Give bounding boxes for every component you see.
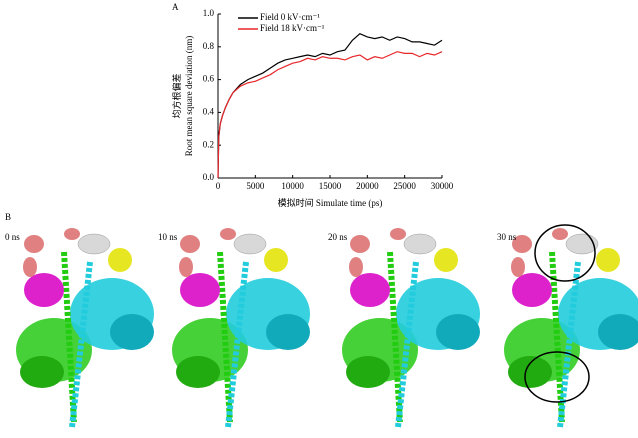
y-tick-label: 0.6 xyxy=(203,74,215,84)
y-tick-label: 1.0 xyxy=(203,8,215,18)
panel-label: B xyxy=(5,212,11,222)
series-line xyxy=(217,32,443,179)
highlight-circle xyxy=(534,224,596,282)
time-label: 0 ns xyxy=(5,232,20,242)
x-tick-label: 25000 xyxy=(393,181,416,191)
x-tick-label: 10000 xyxy=(281,181,304,191)
series-line xyxy=(217,51,443,179)
x-axis-label: 模拟时间 Simulate time (ps) xyxy=(278,197,383,208)
time-label: 10 ns xyxy=(158,232,178,242)
x-tick-label: 0 xyxy=(216,181,221,191)
x-tick-label: 15000 xyxy=(319,181,342,191)
legend-label: Field 18 kV·cm⁻¹ xyxy=(260,23,325,33)
protein-structure xyxy=(342,228,480,427)
time-label: 30 ns xyxy=(497,232,517,242)
y-tick-label: 0.0 xyxy=(203,172,215,182)
y-tick-label: 0.4 xyxy=(203,106,215,116)
x-tick-label: 20000 xyxy=(356,181,379,191)
highlight-circle xyxy=(524,351,590,403)
time-label: 20 ns xyxy=(328,232,348,242)
x-tick-label: 5000 xyxy=(246,181,265,191)
x-tick-label: 30000 xyxy=(431,181,454,191)
protein-structure xyxy=(504,228,638,427)
protein-structure xyxy=(16,228,154,427)
y-axis-label: 均方根偏差 xyxy=(171,73,182,118)
legend-label: Field 0 kV·cm⁻¹ xyxy=(260,12,320,22)
y-tick-label: 0.2 xyxy=(203,139,214,149)
y-axis-label: Root mean square deviation (nm) xyxy=(184,36,194,156)
panel-label: A xyxy=(172,2,179,12)
protein-structure xyxy=(172,228,310,427)
y-tick-label: 0.8 xyxy=(203,41,215,51)
